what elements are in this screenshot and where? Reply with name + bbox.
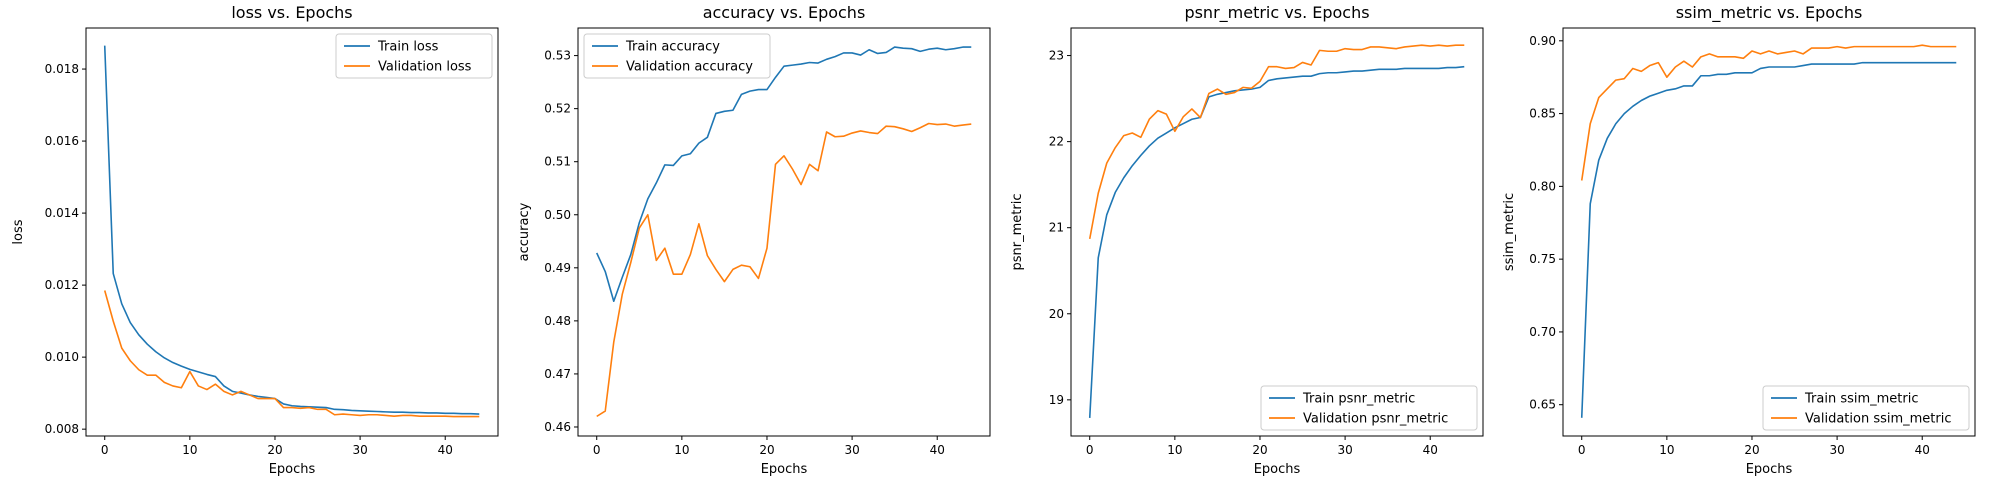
series-line: [1088, 65, 1465, 418]
y-tick-label: 0.90: [1529, 34, 1556, 48]
x-tick-label: 30: [352, 443, 367, 457]
chart-title: ssim_metric vs. Epochs: [1676, 3, 1863, 23]
y-axis-label: psnr_metric: [1010, 194, 1025, 271]
legend: Train psnr_metric Validation psnr_metric: [1260, 385, 1478, 431]
chart-title: accuracy vs. Epochs: [703, 3, 866, 22]
x-tick-label: 40: [930, 443, 945, 457]
x-tick-label: 0: [1578, 443, 1586, 457]
x-tick-label: 0: [1086, 443, 1094, 457]
axes-frame: [1562, 27, 1976, 437]
x-tick-label: 30: [1829, 443, 1844, 457]
legend-box: [1762, 385, 1970, 431]
y-tick-label: 0.70: [1529, 325, 1556, 339]
x-tick-label: 20: [1252, 443, 1267, 457]
y-tick-label: 0.46: [544, 420, 571, 434]
y-tick-label: 0.53: [544, 49, 571, 63]
y-tick-label: 0.018: [45, 62, 79, 76]
y-tick-label: 0.47: [544, 367, 571, 381]
legend-label: Validation psnr_metric: [1303, 412, 1448, 427]
axes-frame: [1070, 27, 1484, 437]
series-line: [596, 46, 972, 303]
x-tick-label: 40: [1423, 443, 1438, 457]
y-tick-label: 19: [1049, 393, 1064, 407]
x-tick-label: 10: [1659, 443, 1674, 457]
y-tick-label: 0.008: [45, 422, 79, 436]
x-axis-label: Epochs: [1746, 462, 1793, 477]
legend-label: Train psnr_metric: [1302, 392, 1415, 407]
x-tick-label: 20: [1744, 443, 1759, 457]
chart-panel: ssim_metric vs. Epochs 0 10 20 30 40 0.65 0.70 0…: [1502, 3, 1976, 477]
legend: Train loss Validation loss: [335, 33, 493, 79]
series-line: [596, 122, 972, 418]
y-tick-label: 0.85: [1529, 107, 1556, 121]
y-tick-label: 0.75: [1529, 252, 1556, 266]
series-line: [103, 290, 480, 418]
legend-box: [583, 33, 771, 79]
legend: Train ssim_metric Validation ssim_metric: [1762, 385, 1970, 431]
x-tick-label: 0: [101, 443, 109, 457]
legend: Train accuracy Validation accuracy: [583, 33, 771, 79]
y-tick-label: 21: [1049, 221, 1064, 235]
legend-box: [1260, 385, 1478, 431]
y-tick-label: 23: [1049, 49, 1064, 63]
legend-label: Validation loss: [378, 60, 472, 75]
y-tick-label: 0.014: [45, 206, 79, 220]
chart-title: loss vs. Epochs: [231, 3, 352, 22]
series-line: [1088, 44, 1465, 240]
x-tick-label: 10: [182, 443, 197, 457]
y-tick-label: 0.50: [544, 208, 571, 222]
y-axis-label: ssim_metric: [1502, 193, 1517, 271]
legend-label: Train loss: [377, 40, 439, 55]
x-tick-label: 40: [1915, 443, 1930, 457]
y-axis-label: loss: [11, 219, 26, 244]
x-tick-label: 0: [593, 443, 601, 457]
y-tick-label: 0.80: [1529, 179, 1556, 193]
x-tick-label: 10: [674, 443, 689, 457]
axes-frame: [85, 27, 499, 437]
y-tick-label: 0.016: [45, 134, 79, 148]
chart-panel: accuracy vs. Epochs 0 10 20 30 40 0.46 0.47 0.48…: [517, 3, 991, 477]
y-tick-label: 0.51: [544, 155, 571, 169]
chart-panel: psnr_metric vs. Epochs 0 10 20 30 40 19 20 21 22 2…: [1010, 3, 1484, 477]
y-axis-label: accuracy: [517, 202, 532, 261]
x-axis-label: Epochs: [761, 462, 808, 477]
y-tick-label: 0.010: [45, 350, 79, 364]
y-tick-label: 0.65: [1529, 398, 1556, 412]
y-tick-label: 0.52: [544, 102, 571, 116]
x-tick-label: 40: [438, 443, 453, 457]
y-tick-label: 0.48: [544, 314, 571, 328]
x-tick-label: 10: [1167, 443, 1182, 457]
x-tick-label: 20: [267, 443, 282, 457]
axes-frame: [577, 27, 991, 437]
x-tick-label: 30: [844, 443, 859, 457]
legend-label: Validation ssim_metric: [1805, 412, 1952, 427]
series-line: [1580, 44, 1957, 181]
legend-label: Train ssim_metric: [1804, 392, 1919, 407]
y-tick-label: 0.49: [544, 261, 571, 275]
legend-box: [335, 33, 493, 79]
y-tick-label: 0.012: [45, 278, 79, 292]
chart-panel: loss vs. Epochs 0 10 20 30 40 0.008 0.010 0.012 0…: [11, 3, 499, 477]
x-axis-label: Epochs: [1254, 462, 1301, 477]
legend-label: Train accuracy: [625, 40, 720, 55]
legend-label: Validation accuracy: [626, 60, 753, 75]
y-tick-label: 20: [1049, 307, 1064, 321]
chart-title: psnr_metric vs. Epochs: [1184, 3, 1369, 23]
x-tick-label: 20: [759, 443, 774, 457]
y-tick-label: 22: [1049, 135, 1064, 149]
x-tick-label: 30: [1337, 443, 1352, 457]
series-line: [1580, 61, 1957, 418]
series-line: [103, 45, 480, 415]
x-axis-label: Epochs: [269, 462, 316, 477]
